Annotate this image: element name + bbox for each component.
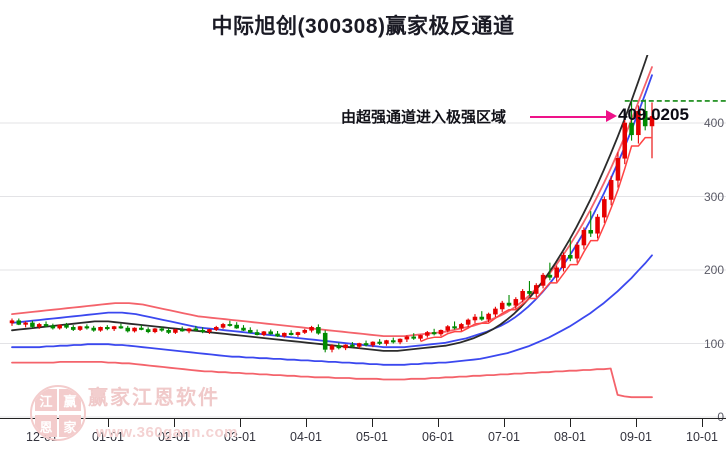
x-axis-tick (372, 418, 373, 427)
annotation-pointer-line (530, 116, 608, 119)
x-axis-tick-label: 05-01 (356, 430, 388, 444)
watermark-logo-icon: 江 赢 恩 家 (30, 385, 86, 441)
x-axis-tick-label: 08-01 (554, 430, 586, 444)
x-axis-tick (306, 418, 307, 427)
x-axis-tick-label: 02-01 (158, 430, 190, 444)
plot-area (0, 55, 726, 418)
x-axis-tick (108, 418, 109, 427)
x-axis-tick-label: 09-01 (620, 430, 652, 444)
x-axis-tick-label: 07-01 (488, 430, 520, 444)
x-axis-tick (702, 418, 703, 427)
x-axis-tick (570, 418, 571, 427)
x-axis-tick-label: 10-01 (686, 430, 718, 444)
x-axis-tick-label: 03-01 (224, 430, 256, 444)
x-axis-line (0, 418, 726, 419)
current-price-label: 409.0205 (618, 105, 689, 125)
x-axis-tick-label: 06-01 (422, 430, 454, 444)
watermark-url: www.360gann.com (96, 424, 238, 441)
y-axis-tick-label: 400 (703, 116, 724, 130)
chart-canvas (0, 55, 726, 418)
y-axis-tick-label: 0 (717, 410, 724, 424)
annotation-text: 由超强通道进入极强区域 (341, 109, 507, 127)
watermark-logo-char: 江 (35, 389, 57, 411)
x-axis-tick (504, 418, 505, 427)
x-axis-tick (240, 418, 241, 427)
y-axis-tick-label: 100 (703, 336, 724, 351)
page-title: 中际旭创(300308)赢家极反通道 (211, 15, 515, 38)
x-axis-tick-label: 01-01 (92, 430, 124, 444)
annotation-arrow-icon (606, 110, 617, 123)
y-axis-tick-label: 300 (703, 189, 724, 204)
x-axis-tick (174, 418, 175, 427)
y-axis-tick-label: 200 (703, 263, 724, 277)
watermark-brand: 赢家江恩软件 (88, 387, 220, 409)
x-axis-tick (438, 418, 439, 427)
watermark-logo-char: 恩 (35, 415, 57, 437)
x-axis-tick (636, 418, 637, 427)
watermark-logo-char: 赢 (59, 389, 81, 411)
x-axis-tick-label: 04-01 (290, 430, 322, 444)
watermark-logo-char: 家 (59, 415, 81, 437)
